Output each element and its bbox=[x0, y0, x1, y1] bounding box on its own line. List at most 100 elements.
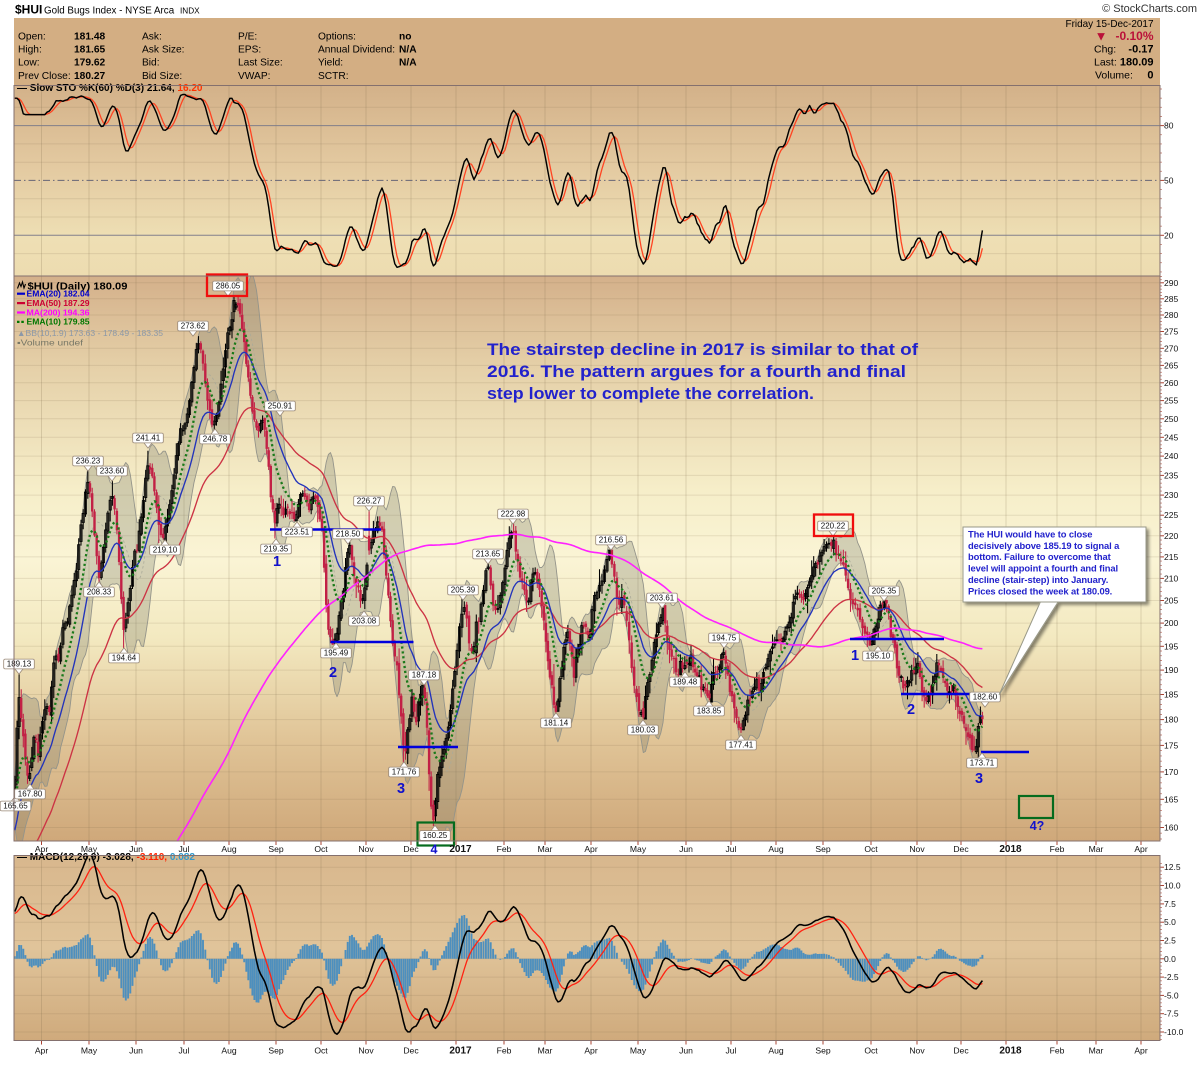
svg-text:200: 200 bbox=[1164, 618, 1178, 628]
svg-text:Feb: Feb bbox=[1050, 1046, 1065, 1056]
svg-text:180.09: 180.09 bbox=[1120, 57, 1154, 69]
svg-text:Apr: Apr bbox=[584, 844, 598, 854]
svg-text:80: 80 bbox=[1164, 121, 1174, 131]
svg-text:Aug: Aug bbox=[221, 1046, 237, 1056]
svg-text:1: 1 bbox=[851, 648, 859, 664]
svg-text:Dec: Dec bbox=[403, 1046, 419, 1056]
svg-text:2.5: 2.5 bbox=[1164, 936, 1176, 946]
svg-text:220.22: 220.22 bbox=[821, 522, 846, 531]
svg-text:Jun: Jun bbox=[679, 1046, 693, 1056]
svg-text:2017: 2017 bbox=[449, 844, 472, 855]
svg-text:171.76: 171.76 bbox=[392, 768, 417, 777]
svg-text:▼: ▼ bbox=[1095, 29, 1108, 44]
svg-text:273.62: 273.62 bbox=[181, 322, 206, 331]
svg-text:165.65: 165.65 bbox=[3, 802, 28, 811]
svg-text:2017: 2017 bbox=[449, 1046, 472, 1057]
svg-text:208.33: 208.33 bbox=[87, 588, 112, 597]
svg-text:173.71: 173.71 bbox=[970, 759, 995, 768]
svg-text:223.51: 223.51 bbox=[285, 528, 310, 537]
svg-text:Jul: Jul bbox=[179, 1046, 190, 1056]
svg-text:Oct: Oct bbox=[864, 844, 878, 854]
svg-text:EMA(10) 179.85: EMA(10) 179.85 bbox=[27, 317, 90, 327]
svg-text:175: 175 bbox=[1164, 740, 1178, 750]
svg-text:3: 3 bbox=[975, 771, 983, 787]
svg-text:220: 220 bbox=[1164, 531, 1178, 541]
svg-text:2018: 2018 bbox=[999, 1046, 1022, 1057]
svg-text:May: May bbox=[81, 844, 98, 854]
svg-text:4: 4 bbox=[431, 843, 438, 857]
svg-text:181.65: 181.65 bbox=[74, 45, 105, 56]
svg-text:bottom. Failure to overcome th: bottom. Failure to overcome that bbox=[968, 551, 1111, 562]
svg-text:$HUI (Daily) 180.09: $HUI (Daily) 180.09 bbox=[28, 282, 128, 293]
svg-text:EMA(20) 182.04: EMA(20) 182.04 bbox=[27, 289, 90, 299]
svg-text:-10.0: -10.0 bbox=[1164, 1027, 1184, 1037]
svg-text:182.60: 182.60 bbox=[973, 693, 998, 702]
svg-text:290: 290 bbox=[1164, 278, 1178, 288]
svg-text:4?: 4? bbox=[1030, 819, 1045, 833]
svg-text:246.78: 246.78 bbox=[203, 435, 228, 444]
svg-text:3: 3 bbox=[397, 781, 405, 797]
svg-text:Gold Bugs Index - NYSE Arca: Gold Bugs Index - NYSE Arca bbox=[44, 6, 175, 17]
svg-text:Mar: Mar bbox=[1089, 1046, 1104, 1056]
svg-text:Jun: Jun bbox=[129, 844, 143, 854]
svg-text:255: 255 bbox=[1164, 396, 1178, 406]
svg-text:N/A: N/A bbox=[399, 45, 417, 56]
svg-text:222.98: 222.98 bbox=[501, 510, 526, 519]
svg-text:Oct: Oct bbox=[314, 844, 328, 854]
svg-text:Annual Dividend:: Annual Dividend: bbox=[318, 45, 395, 56]
svg-text:-5.0: -5.0 bbox=[1164, 990, 1179, 1000]
svg-text:203.08: 203.08 bbox=[352, 617, 377, 626]
svg-text:236.23: 236.23 bbox=[76, 457, 101, 466]
svg-text:10.0: 10.0 bbox=[1164, 881, 1181, 891]
svg-text:190: 190 bbox=[1164, 665, 1178, 675]
svg-text:Last:: Last: bbox=[1094, 57, 1117, 69]
svg-text:230: 230 bbox=[1164, 490, 1178, 500]
svg-text:180.03: 180.03 bbox=[631, 726, 656, 735]
svg-text:7.5: 7.5 bbox=[1164, 899, 1176, 909]
svg-text:235: 235 bbox=[1164, 470, 1178, 480]
svg-text:Bid Size:: Bid Size: bbox=[142, 71, 182, 82]
svg-text:Oct: Oct bbox=[864, 1046, 878, 1056]
svg-text:The stairstep decline in 2017: The stairstep decline in 2017 is similar… bbox=[487, 341, 919, 359]
svg-text:Apr: Apr bbox=[35, 1046, 49, 1056]
svg-text:240: 240 bbox=[1164, 451, 1178, 461]
svg-text:Sep: Sep bbox=[268, 1046, 284, 1056]
svg-text:226.27: 226.27 bbox=[357, 497, 382, 506]
svg-text:Nov: Nov bbox=[909, 1046, 925, 1056]
svg-text:-2.5: -2.5 bbox=[1164, 972, 1179, 982]
svg-text:Mar: Mar bbox=[538, 1046, 553, 1056]
svg-text:205: 205 bbox=[1164, 596, 1178, 606]
svg-text:step lower to complete the cor: step lower to complete the correlation. bbox=[487, 385, 814, 403]
svg-text:1: 1 bbox=[273, 554, 281, 570]
svg-text:50: 50 bbox=[1164, 175, 1174, 185]
svg-text:160: 160 bbox=[1164, 823, 1178, 833]
svg-text:level will appoint a fourth an: level will appoint a fourth and final bbox=[968, 563, 1118, 574]
svg-text:270: 270 bbox=[1164, 343, 1178, 353]
svg-text:203.61: 203.61 bbox=[650, 594, 675, 603]
svg-text:260: 260 bbox=[1164, 378, 1178, 388]
svg-text:0: 0 bbox=[1147, 70, 1153, 82]
svg-text:185: 185 bbox=[1164, 690, 1178, 700]
svg-text:195.49: 195.49 bbox=[324, 649, 349, 658]
svg-text:-0.10%: -0.10% bbox=[1115, 29, 1153, 43]
svg-text:179.62: 179.62 bbox=[74, 58, 105, 69]
svg-text:Feb: Feb bbox=[497, 844, 512, 854]
svg-text:Dec: Dec bbox=[953, 1046, 969, 1056]
svg-text:265: 265 bbox=[1164, 360, 1178, 370]
svg-text:216.56: 216.56 bbox=[599, 536, 624, 545]
svg-text:Aug: Aug bbox=[221, 844, 237, 854]
svg-text:Open:: Open: bbox=[18, 32, 46, 43]
svg-text:183.85: 183.85 bbox=[697, 707, 722, 716]
svg-text:189.48: 189.48 bbox=[673, 678, 698, 687]
svg-text:Jul: Jul bbox=[726, 844, 737, 854]
svg-text:205.35: 205.35 bbox=[872, 587, 897, 596]
svg-text:Mar: Mar bbox=[1089, 844, 1104, 854]
svg-text:20: 20 bbox=[1164, 230, 1174, 240]
svg-text:May: May bbox=[630, 844, 647, 854]
svg-text:181.14: 181.14 bbox=[544, 719, 569, 728]
svg-text:Apr: Apr bbox=[35, 844, 49, 854]
svg-text:187.18: 187.18 bbox=[412, 671, 437, 680]
svg-text:219.35: 219.35 bbox=[264, 545, 289, 554]
svg-text:165: 165 bbox=[1164, 794, 1178, 804]
svg-text:decline (stair-step) into Janu: decline (stair-step) into January. bbox=[968, 574, 1108, 585]
